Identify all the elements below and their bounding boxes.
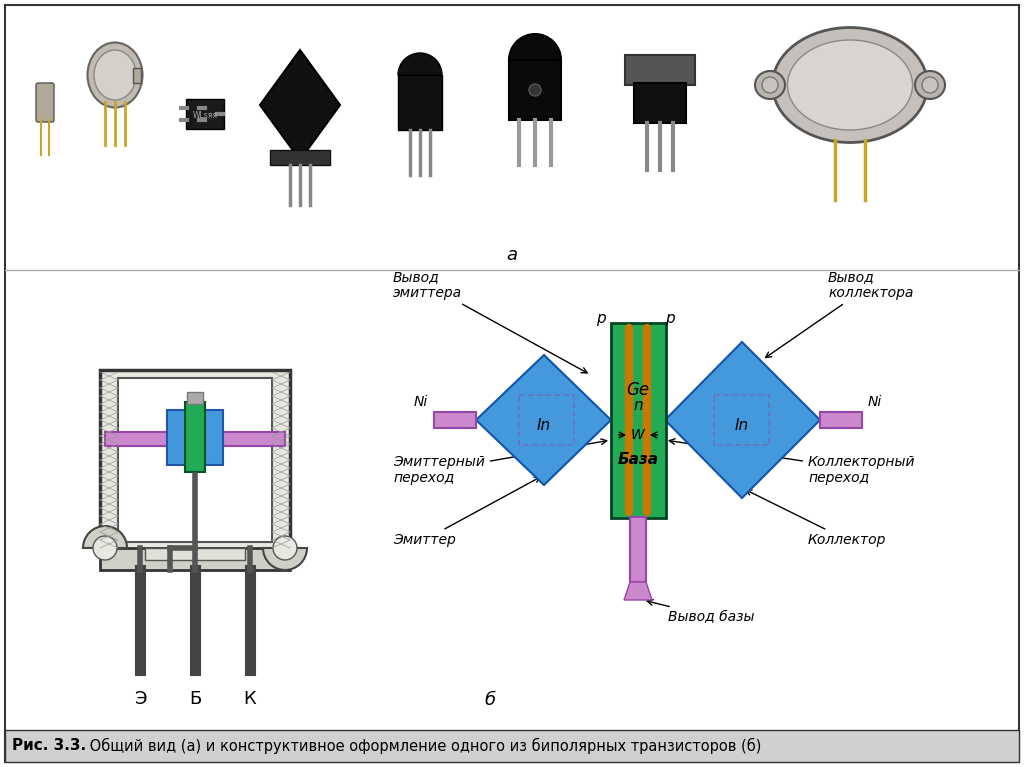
Text: Э: Э <box>134 690 146 708</box>
FancyBboxPatch shape <box>434 412 476 428</box>
Circle shape <box>93 536 117 560</box>
Polygon shape <box>476 355 611 485</box>
FancyBboxPatch shape <box>118 378 272 542</box>
FancyBboxPatch shape <box>5 730 1019 762</box>
Polygon shape <box>624 582 652 600</box>
Text: Ge: Ge <box>627 381 649 399</box>
Ellipse shape <box>915 71 945 99</box>
Text: n: n <box>633 399 643 413</box>
FancyBboxPatch shape <box>611 323 666 518</box>
Text: б: б <box>484 691 496 709</box>
Text: WLsяя: WLsяя <box>193 111 217 120</box>
Wedge shape <box>83 526 127 548</box>
FancyBboxPatch shape <box>630 517 646 582</box>
FancyBboxPatch shape <box>185 402 205 472</box>
FancyBboxPatch shape <box>186 99 224 129</box>
Ellipse shape <box>87 42 142 107</box>
FancyBboxPatch shape <box>133 68 141 83</box>
Text: In: In <box>537 417 551 433</box>
Circle shape <box>762 77 778 93</box>
Circle shape <box>922 77 938 93</box>
Text: а: а <box>507 246 517 264</box>
FancyBboxPatch shape <box>167 410 223 465</box>
Text: Ni: Ni <box>414 395 428 409</box>
FancyBboxPatch shape <box>625 55 695 85</box>
Text: Коллектор: Коллектор <box>745 490 887 547</box>
Wedge shape <box>509 34 561 60</box>
Text: Коллекторный
переход: Коллекторный переход <box>670 439 915 485</box>
Text: База: База <box>617 453 658 468</box>
Text: Общий вид (а) и конструктивное оформление одного из биполярных транзисторов (б): Общий вид (а) и конструктивное оформлени… <box>85 738 762 754</box>
FancyBboxPatch shape <box>398 75 442 130</box>
Polygon shape <box>665 342 820 498</box>
Ellipse shape <box>787 40 912 130</box>
Text: Ni: Ni <box>868 395 882 409</box>
Text: In: In <box>735 417 750 433</box>
FancyBboxPatch shape <box>105 432 285 446</box>
FancyBboxPatch shape <box>509 60 561 120</box>
Text: Рис. 3.3.: Рис. 3.3. <box>12 739 86 753</box>
FancyBboxPatch shape <box>100 370 290 550</box>
Ellipse shape <box>772 28 928 143</box>
FancyBboxPatch shape <box>100 548 290 570</box>
FancyBboxPatch shape <box>270 150 330 165</box>
Text: Б: Б <box>188 690 201 708</box>
FancyBboxPatch shape <box>145 548 245 560</box>
FancyBboxPatch shape <box>634 83 686 123</box>
Text: Эмиттер: Эмиттер <box>393 477 541 547</box>
Text: Вывод
эмиттера: Вывод эмиттера <box>393 270 587 373</box>
FancyBboxPatch shape <box>36 83 54 122</box>
FancyBboxPatch shape <box>820 412 862 428</box>
Text: p: p <box>666 311 675 325</box>
Ellipse shape <box>755 71 785 99</box>
Wedge shape <box>398 53 442 75</box>
FancyBboxPatch shape <box>187 392 203 404</box>
FancyBboxPatch shape <box>5 5 1019 762</box>
Text: Вывод базы: Вывод базы <box>647 600 755 624</box>
Polygon shape <box>260 50 340 160</box>
Text: p: p <box>596 311 606 325</box>
Text: Эмиттерный
переход: Эмиттерный переход <box>393 439 607 485</box>
Text: К: К <box>244 690 256 708</box>
Ellipse shape <box>94 50 136 100</box>
Text: Вывод
коллектора: Вывод коллектора <box>766 270 913 357</box>
Text: W: W <box>631 428 645 442</box>
Circle shape <box>529 84 541 96</box>
Circle shape <box>273 536 297 560</box>
Wedge shape <box>263 548 307 570</box>
